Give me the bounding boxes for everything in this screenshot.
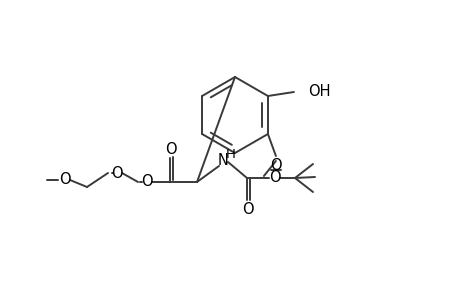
Text: O: O — [59, 172, 71, 188]
Text: N: N — [217, 152, 228, 167]
Text: O: O — [269, 170, 280, 185]
Text: OH: OH — [307, 83, 330, 98]
Text: O: O — [165, 142, 176, 157]
Text: O: O — [141, 175, 152, 190]
Text: O: O — [269, 158, 281, 172]
Text: O: O — [111, 166, 123, 181]
Text: H: H — [225, 148, 235, 160]
Text: O: O — [241, 202, 253, 217]
